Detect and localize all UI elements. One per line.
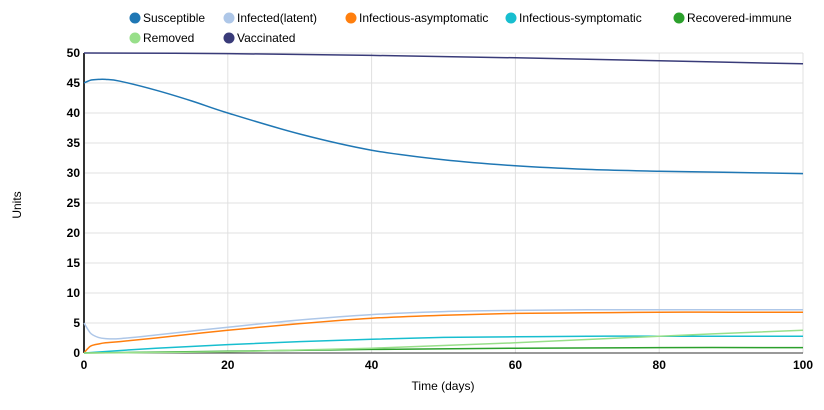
series-line-infectious-asymptomatic — [83, 311, 803, 354]
legend-label: Infectious-symptomatic — [519, 11, 642, 25]
y-tick-label: 35 — [67, 136, 81, 150]
y-tick-label: 15 — [67, 256, 81, 270]
legend-label: Recovered-immune — [687, 11, 792, 25]
legend-label: Removed — [143, 31, 194, 45]
legend-marker — [223, 12, 235, 24]
legend-label: Infected(latent) — [237, 11, 317, 25]
legend-label: Vaccinated — [237, 31, 295, 45]
y-tick-label: 40 — [67, 106, 81, 120]
series-line-removed — [83, 329, 804, 354]
series-line-infected-latent- — [83, 309, 803, 340]
x-tick-label: 80 — [653, 358, 667, 372]
y-tick-label: 0 — [73, 346, 80, 360]
y-tick-label: 25 — [67, 196, 81, 210]
legend-label: Susceptible — [143, 11, 205, 25]
y-tick-label: 50 — [67, 46, 81, 60]
legend-marker — [129, 32, 141, 44]
y-tick-label: 10 — [67, 286, 81, 300]
x-tick-label: 60 — [509, 358, 523, 372]
legend-marker — [673, 12, 685, 24]
x-tick-label: 0 — [81, 358, 88, 372]
series-line-infectious-symptomatic — [83, 335, 803, 354]
legend-label: Infectious-asymptomatic — [359, 11, 488, 25]
y-tick-label: 20 — [67, 226, 81, 240]
x-tick-label: 40 — [365, 358, 379, 372]
legend-marker — [223, 32, 235, 44]
series-line-vaccinated — [83, 52, 804, 65]
legend-marker — [345, 12, 357, 24]
y-axis-label: Units — [10, 191, 24, 218]
y-tick-label: 30 — [67, 166, 81, 180]
y-tick-label: 45 — [67, 76, 81, 90]
series-line-susceptible — [83, 78, 804, 175]
x-tick-label: 20 — [221, 358, 235, 372]
legend-marker — [129, 12, 141, 24]
y-tick-label: 5 — [73, 316, 80, 330]
x-axis-label: Time (days) — [412, 379, 475, 393]
legend-marker — [505, 12, 517, 24]
x-tick-label: 100 — [793, 358, 813, 372]
